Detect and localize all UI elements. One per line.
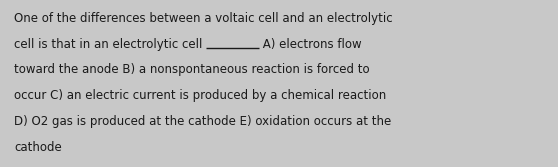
Text: A) electrons flow: A) electrons flow [259,38,362,51]
Text: D) O2 gas is produced at the cathode E) oxidation occurs at the: D) O2 gas is produced at the cathode E) … [14,115,391,128]
Text: cathode: cathode [14,141,62,154]
Text: occur C) an electric current is produced by a chemical reaction: occur C) an electric current is produced… [14,89,386,102]
Text: One of the differences between a voltaic cell and an electrolytic: One of the differences between a voltaic… [14,12,393,25]
Text: toward the anode B) a nonspontaneous reaction is forced to: toward the anode B) a nonspontaneous rea… [14,63,369,76]
Text: cell is that in an electrolytic cell: cell is that in an electrolytic cell [14,38,206,51]
